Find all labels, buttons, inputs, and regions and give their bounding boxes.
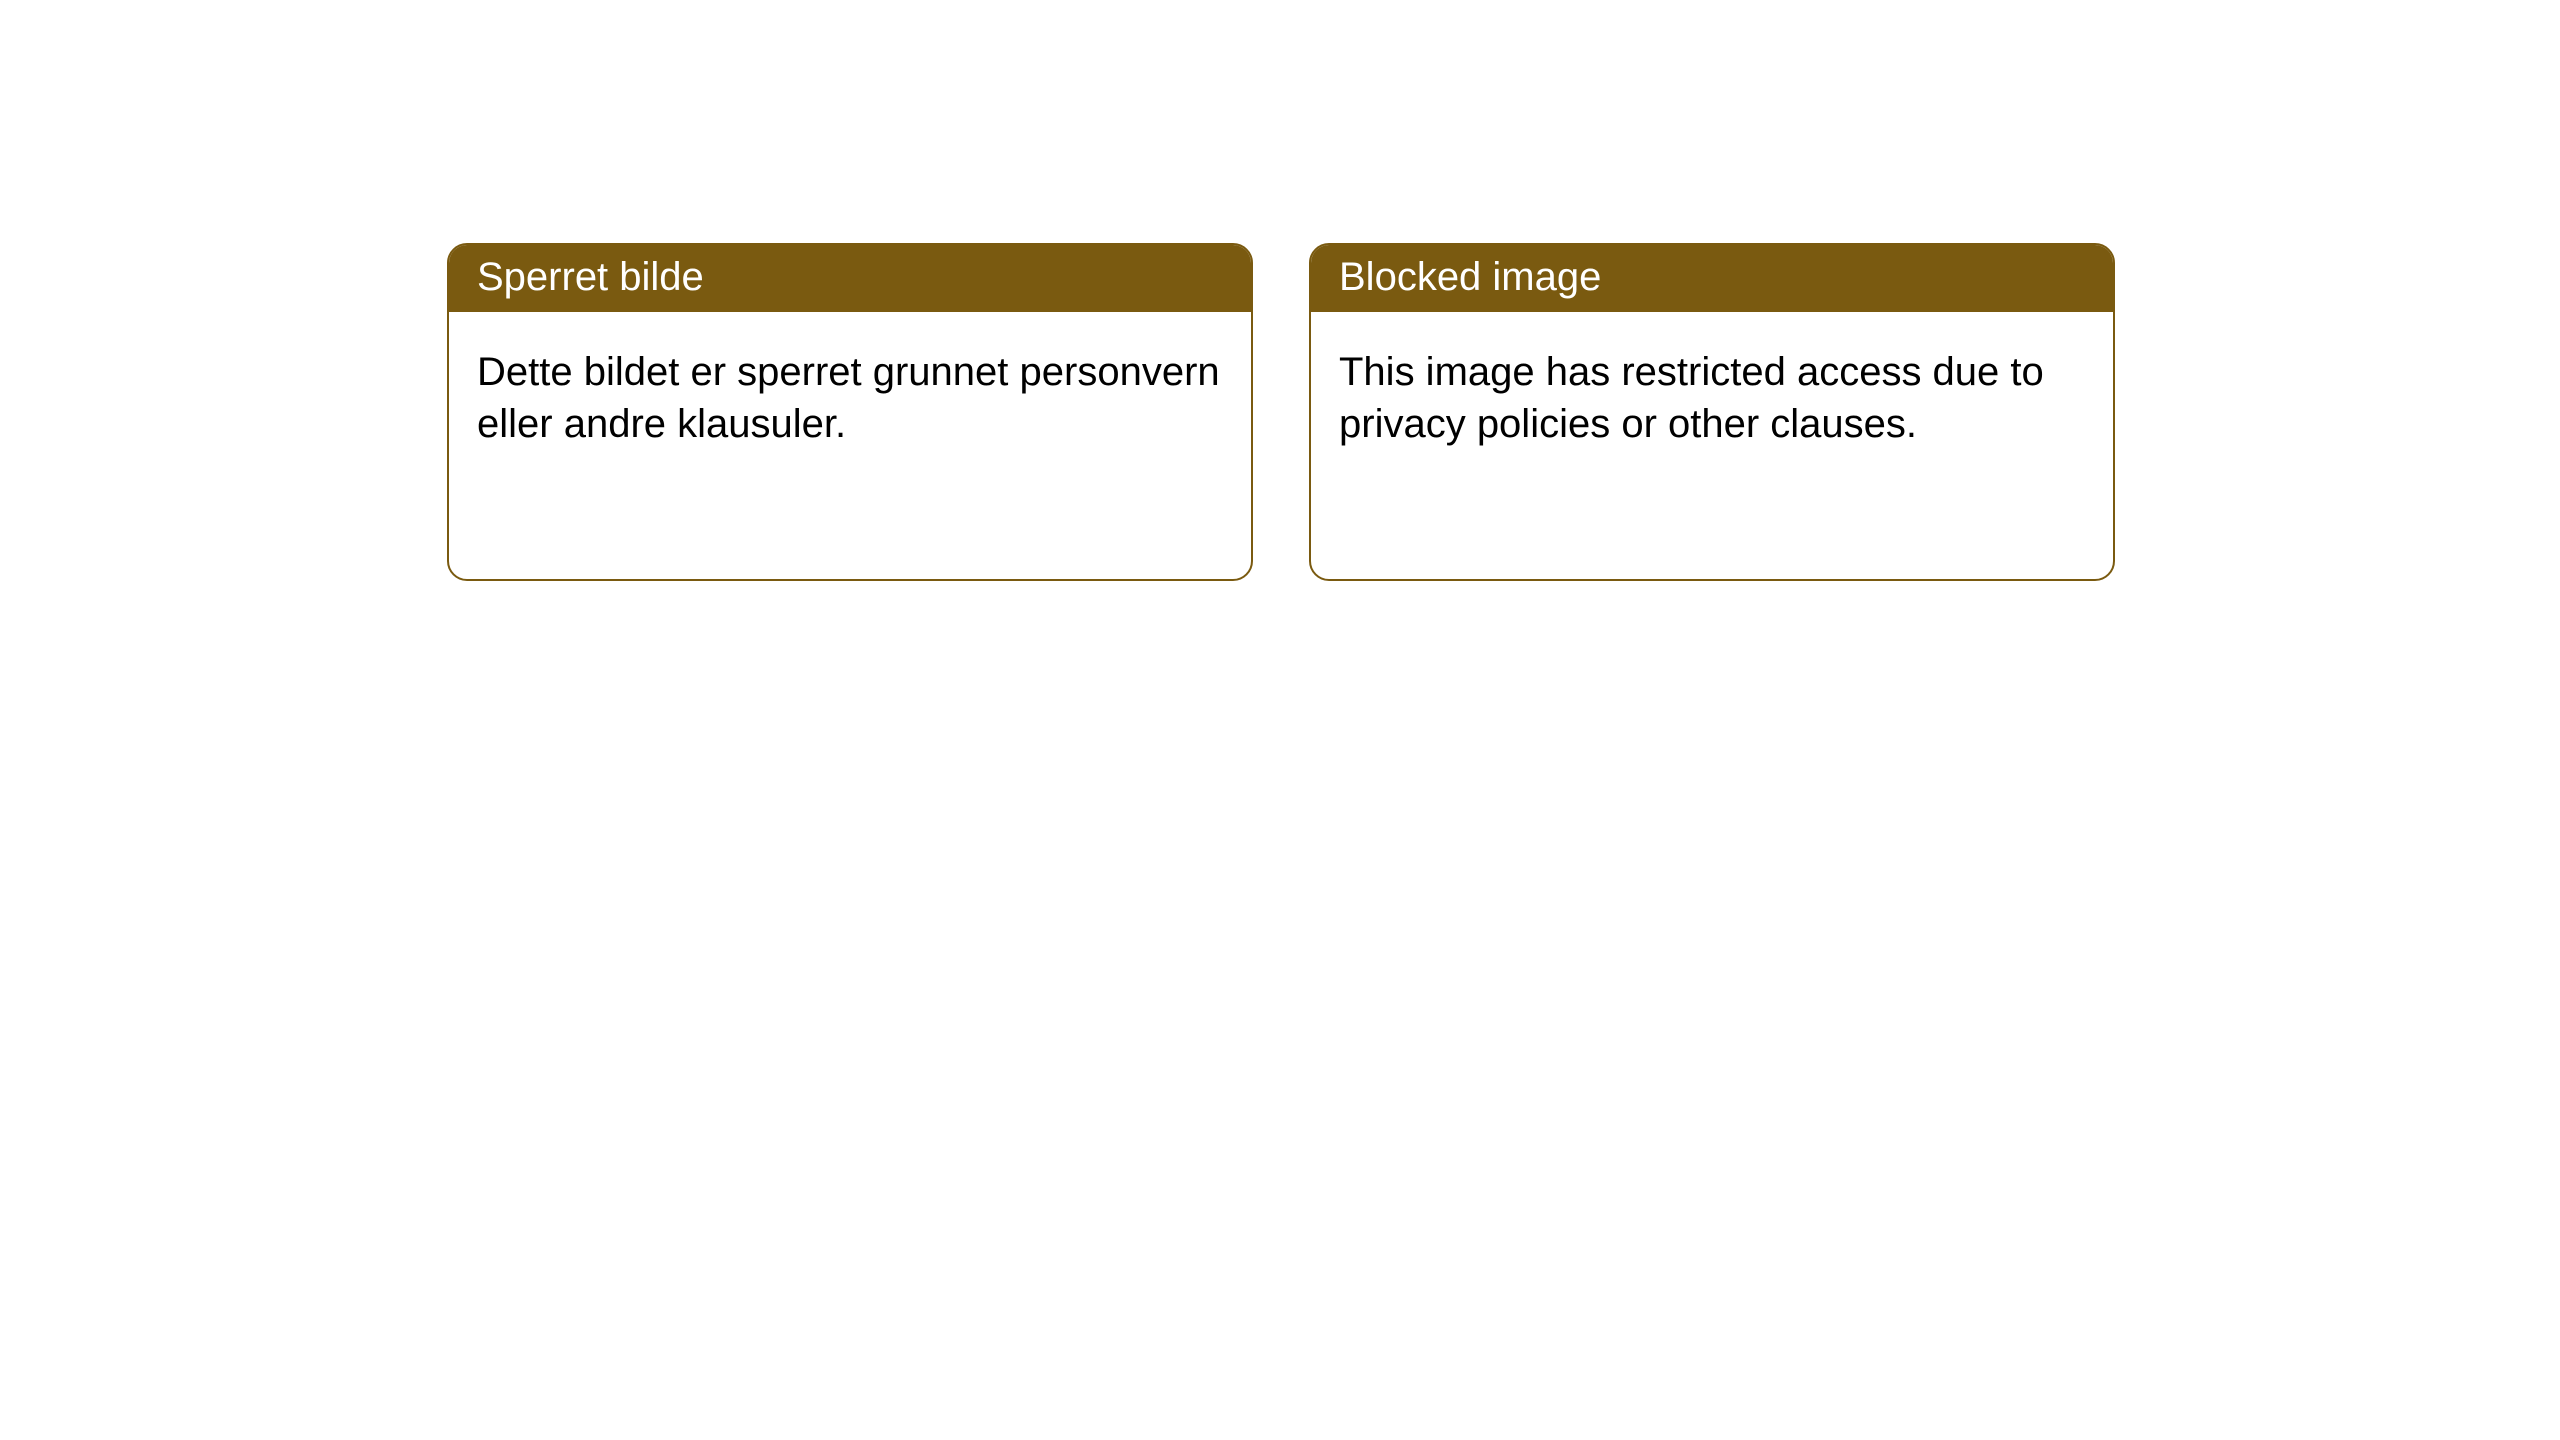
card-body-english: This image has restricted access due to … — [1311, 312, 2113, 484]
card-header-english: Blocked image — [1311, 245, 2113, 312]
card-message-english: This image has restricted access due to … — [1339, 350, 2044, 446]
card-title-norwegian: Sperret bilde — [477, 255, 704, 299]
card-header-norwegian: Sperret bilde — [449, 245, 1251, 312]
card-title-english: Blocked image — [1339, 255, 1601, 299]
blocked-image-card-norwegian: Sperret bilde Dette bildet er sperret gr… — [447, 243, 1253, 581]
card-message-norwegian: Dette bildet er sperret grunnet personve… — [477, 350, 1220, 446]
blocked-image-card-english: Blocked image This image has restricted … — [1309, 243, 2115, 581]
notice-container: Sperret bilde Dette bildet er sperret gr… — [0, 0, 2560, 581]
card-body-norwegian: Dette bildet er sperret grunnet personve… — [449, 312, 1251, 484]
